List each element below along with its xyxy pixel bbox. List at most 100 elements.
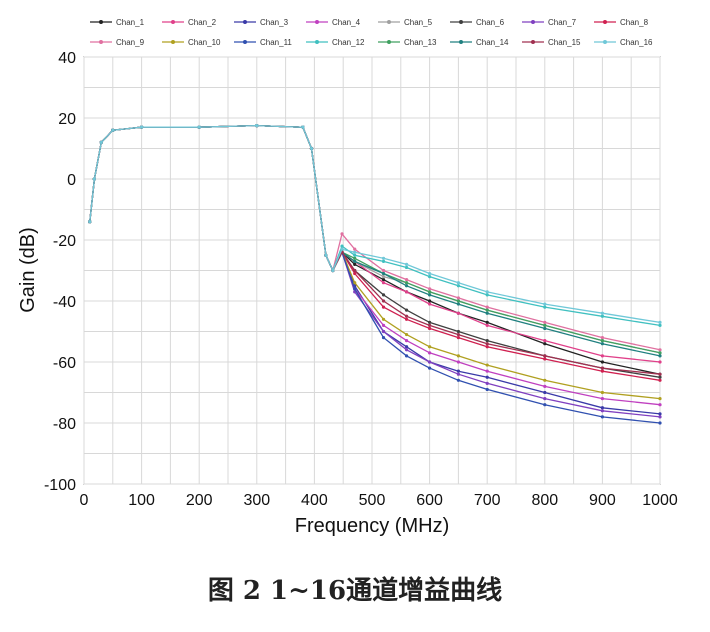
legend-marker (459, 40, 463, 44)
series-point (381, 256, 386, 260)
series-point (658, 415, 662, 419)
legend-item: Chan_3 (234, 18, 289, 27)
series-point (197, 125, 201, 129)
series-point (301, 125, 305, 129)
legend-marker (171, 20, 175, 24)
series-point (404, 278, 409, 282)
series-point (485, 363, 489, 367)
series-point (543, 323, 547, 327)
series-point (543, 378, 547, 382)
x-tick-label: 600 (416, 492, 443, 509)
series-point (485, 320, 489, 324)
legend-marker (315, 40, 319, 44)
y-tick-label: 20 (58, 111, 76, 128)
series-point (309, 146, 314, 151)
legend-label: Chan_13 (404, 38, 437, 47)
series-point (428, 275, 432, 279)
series-point (658, 378, 662, 382)
series-point (353, 268, 357, 273)
x-axis-ticks: 0 100 200 300 400 500 600 700 800 900 1000 (80, 492, 678, 509)
chart-legend: Chan_1 Chan_2 Chan_3 Chan_4 Chan_5 Chan_6 Chan… (90, 18, 653, 47)
series-point (456, 299, 460, 303)
legend-marker (243, 20, 247, 24)
series-point (353, 250, 357, 254)
x-tick-label: 700 (474, 492, 501, 509)
legend-marker (387, 40, 391, 44)
series-point (600, 360, 605, 364)
series-point (428, 290, 432, 294)
legend-item: Chan_8 (594, 18, 649, 27)
series-point (428, 271, 432, 276)
series-point (485, 311, 489, 315)
series-point (404, 265, 409, 270)
y-tick-label: -20 (53, 233, 76, 250)
series-point (428, 287, 432, 291)
series-point (485, 387, 489, 392)
legend-marker (99, 20, 103, 24)
series-point (255, 124, 259, 128)
legend-item: Chan_10 (162, 38, 221, 47)
gain-chart: Chan_1 Chan_2 Chan_3 Chan_4 Chan_5 Chan_6 Chan… (17, 18, 678, 537)
series-point (456, 336, 460, 340)
figure-caption: 图 2 1~16通道增益曲线 (207, 576, 503, 606)
series-point (353, 281, 357, 285)
legend-label: Chan_12 (332, 38, 365, 47)
legend-item: Chan_9 (90, 38, 145, 47)
series-point (381, 293, 386, 297)
series-point (428, 320, 432, 324)
x-tick-label: 900 (589, 492, 616, 509)
series-point (456, 302, 460, 306)
y-axis-label: Gain (dB) (17, 227, 39, 313)
series-point (381, 329, 386, 334)
series-point (658, 403, 662, 407)
series-point (543, 320, 547, 324)
legend-label: Chan_15 (548, 38, 581, 47)
series-point (381, 275, 386, 279)
series-point (428, 351, 432, 355)
y-tick-label: -80 (53, 416, 76, 433)
legend-label: Chan_14 (476, 38, 509, 47)
legend-item: Chan_12 (306, 38, 365, 47)
legend-marker (603, 20, 607, 24)
series-point (600, 406, 605, 410)
series-point (485, 381, 489, 385)
series-point (658, 354, 662, 358)
series-point (658, 375, 662, 379)
series-point (543, 384, 547, 388)
series-point (658, 351, 662, 355)
series-point (600, 311, 605, 315)
series-point (381, 281, 386, 285)
series-point (404, 262, 409, 266)
series-point (404, 314, 409, 318)
legend-marker (243, 40, 247, 44)
series-point (404, 339, 409, 343)
legend-marker (603, 40, 607, 44)
legend-label: Chan_9 (116, 38, 145, 47)
series-point (331, 268, 335, 273)
series-point (658, 360, 662, 364)
series-point (456, 372, 460, 376)
legend-item: Chan_13 (378, 38, 437, 47)
series-point (485, 290, 489, 294)
legend-marker (315, 20, 319, 24)
series-point (428, 299, 432, 303)
series-point (600, 390, 605, 395)
legend-marker (99, 40, 103, 44)
series-point (456, 296, 460, 300)
series-point (485, 345, 489, 349)
legend-label: Chan_4 (332, 18, 361, 27)
series-point (658, 421, 662, 425)
series-point (140, 125, 144, 129)
series-point (485, 339, 489, 343)
series-point (456, 329, 460, 334)
legend-item: Chan_15 (522, 38, 581, 47)
legend-item: Chan_7 (522, 18, 577, 27)
series-point (543, 354, 547, 358)
legend-item: Chan_1 (90, 18, 145, 27)
series-point (600, 354, 605, 358)
legend-item: Chan_4 (306, 18, 361, 27)
series-point (353, 259, 357, 263)
series-point (543, 342, 547, 346)
legend-item: Chan_5 (378, 18, 433, 27)
series-point (658, 320, 662, 324)
